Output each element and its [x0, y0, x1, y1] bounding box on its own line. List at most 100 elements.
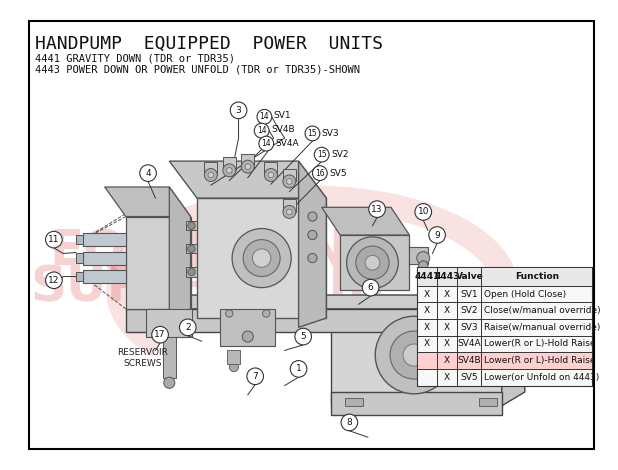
Circle shape [305, 126, 320, 141]
Text: SV2: SV2 [460, 306, 478, 315]
Text: SV4A: SV4A [276, 139, 299, 148]
Text: Close(w/manual override): Close(w/manual override) [484, 306, 601, 315]
Text: 7: 7 [252, 372, 258, 381]
Circle shape [188, 222, 195, 229]
Text: 8: 8 [347, 418, 352, 427]
Circle shape [140, 165, 156, 181]
Polygon shape [104, 187, 190, 217]
Text: 17: 17 [154, 330, 166, 339]
Text: SV5: SV5 [329, 169, 347, 178]
Text: SV4B: SV4B [271, 125, 295, 134]
Text: 6: 6 [368, 283, 373, 292]
Text: 3: 3 [235, 106, 242, 115]
Bar [417, 267, 592, 385]
Text: SUPERSTORE: SUPERSTORE [30, 264, 401, 312]
Text: X: X [444, 290, 451, 298]
Circle shape [341, 414, 358, 431]
Circle shape [242, 331, 253, 342]
Bar [197, 198, 326, 318]
Text: 4441 GRAVITY DOWN (TDR or TDR35): 4441 GRAVITY DOWN (TDR or TDR35) [35, 53, 235, 63]
Circle shape [295, 328, 311, 345]
Text: SV3: SV3 [322, 129, 339, 138]
Circle shape [46, 231, 62, 248]
Polygon shape [298, 161, 326, 327]
Circle shape [265, 169, 277, 181]
Circle shape [226, 310, 233, 317]
Circle shape [369, 201, 386, 218]
Circle shape [375, 316, 453, 394]
Text: 14: 14 [260, 112, 269, 121]
Circle shape [418, 261, 428, 270]
Text: SV4B: SV4B [457, 356, 481, 365]
Bar [227, 351, 240, 364]
Bar [83, 270, 126, 283]
Bar [126, 217, 190, 309]
Circle shape [283, 175, 296, 188]
Text: 10: 10 [418, 207, 429, 216]
Text: 4: 4 [145, 169, 151, 178]
Circle shape [429, 227, 446, 243]
Text: Lower(R or L)-Hold Raise: Lower(R or L)-Hold Raise [484, 339, 596, 348]
Circle shape [232, 228, 291, 288]
Circle shape [243, 240, 280, 276]
Bar [345, 399, 363, 406]
Circle shape [308, 230, 317, 240]
Bar [265, 162, 277, 175]
Bar [186, 267, 197, 276]
Circle shape [227, 168, 232, 173]
Circle shape [179, 319, 196, 336]
Circle shape [308, 253, 317, 263]
Circle shape [287, 179, 292, 184]
Text: EQUIPMENT: EQUIPMENT [49, 227, 382, 274]
Text: 15: 15 [308, 129, 317, 138]
Text: Function: Function [515, 272, 559, 281]
Circle shape [313, 166, 327, 180]
Text: 1: 1 [295, 364, 302, 373]
Bar [126, 309, 502, 332]
Circle shape [362, 279, 379, 296]
Circle shape [188, 268, 195, 275]
Bar [283, 169, 296, 181]
Text: 9: 9 [434, 230, 440, 240]
Bar [163, 337, 176, 378]
Circle shape [283, 205, 296, 219]
Text: X: X [444, 306, 451, 315]
Text: Raise(w/manual override): Raise(w/manual override) [484, 323, 601, 332]
Bar [417, 267, 592, 286]
Bar [76, 272, 83, 281]
Text: X: X [424, 306, 430, 315]
Bar [220, 309, 276, 346]
Text: X: X [424, 323, 430, 332]
Text: 15: 15 [317, 150, 326, 159]
Polygon shape [169, 161, 326, 198]
Text: X: X [444, 373, 451, 382]
Text: X: X [444, 339, 451, 348]
Circle shape [208, 172, 214, 178]
Circle shape [152, 327, 168, 343]
Bar [83, 233, 126, 246]
Circle shape [223, 164, 236, 177]
Polygon shape [502, 290, 525, 406]
Text: RESERVOIR
SCREWS: RESERVOIR SCREWS [117, 348, 168, 368]
Text: 2: 2 [185, 323, 190, 332]
Bar [205, 162, 218, 175]
Bar [76, 253, 83, 263]
Text: SV3: SV3 [460, 323, 478, 332]
Polygon shape [126, 295, 525, 309]
Circle shape [254, 123, 269, 138]
Text: X: X [424, 339, 430, 348]
Bar [409, 247, 428, 264]
Bar [283, 199, 296, 212]
Bar [186, 221, 197, 230]
Circle shape [417, 251, 430, 265]
Circle shape [205, 169, 218, 181]
Bar [223, 157, 236, 170]
Bar [242, 154, 254, 167]
Text: 14: 14 [261, 139, 271, 148]
Text: Open (Hold Close): Open (Hold Close) [484, 290, 566, 298]
Polygon shape [322, 207, 409, 235]
Bar [479, 399, 497, 406]
Circle shape [403, 344, 425, 366]
Text: SV1: SV1 [274, 111, 291, 120]
Circle shape [356, 246, 389, 279]
